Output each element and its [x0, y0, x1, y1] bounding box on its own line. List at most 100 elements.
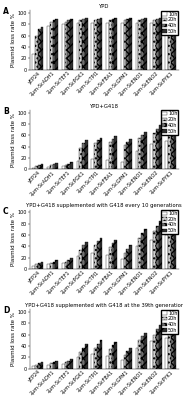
Bar: [50, 263, 53, 269]
Bar: [35, 36, 38, 70]
Bar: [165, 141, 168, 169]
Bar: [76, 23, 79, 70]
Bar: [97, 344, 100, 368]
Title: YPD: YPD: [99, 4, 109, 9]
Bar: [82, 348, 85, 368]
Bar: [35, 264, 38, 269]
Bar: [121, 259, 124, 269]
Bar: [70, 258, 73, 269]
Bar: [124, 146, 126, 169]
Bar: [67, 20, 70, 70]
Bar: [55, 260, 58, 269]
Bar: [153, 231, 156, 269]
Bar: [168, 20, 171, 70]
Bar: [129, 139, 132, 169]
Bar: [94, 348, 97, 368]
Bar: [173, 121, 176, 169]
Bar: [76, 256, 79, 269]
Bar: [124, 20, 126, 70]
Bar: [97, 140, 100, 169]
Bar: [150, 342, 153, 368]
Bar: [82, 19, 85, 70]
Bar: [144, 229, 147, 269]
Bar: [136, 150, 138, 169]
Bar: [82, 143, 85, 169]
Bar: [62, 263, 65, 269]
Bar: [159, 325, 162, 368]
Bar: [144, 18, 147, 70]
Bar: [53, 262, 55, 269]
Bar: [82, 245, 85, 269]
Y-axis label: Plasmid loss rate %: Plasmid loss rate %: [11, 312, 16, 366]
Text: D: D: [3, 306, 9, 315]
Bar: [91, 253, 94, 269]
Legend: 10h, 20h, 40h, 50h: 10h, 20h, 40h, 50h: [161, 210, 178, 234]
Bar: [100, 238, 102, 269]
Y-axis label: Plasmid loss rate %: Plasmid loss rate %: [11, 113, 16, 166]
Bar: [55, 163, 58, 169]
Bar: [55, 19, 58, 70]
Bar: [114, 240, 117, 269]
Bar: [38, 29, 41, 70]
Bar: [156, 128, 159, 169]
Y-axis label: Plasmid loss rate %: Plasmid loss rate %: [11, 212, 16, 266]
Bar: [126, 351, 129, 368]
Bar: [85, 242, 88, 269]
Text: C: C: [3, 206, 8, 216]
Bar: [32, 266, 35, 269]
Bar: [38, 165, 41, 169]
Bar: [126, 248, 129, 269]
Bar: [106, 23, 109, 70]
Bar: [136, 246, 138, 269]
Bar: [165, 23, 168, 70]
Bar: [144, 132, 147, 169]
Bar: [100, 138, 102, 169]
Bar: [136, 348, 138, 368]
Bar: [50, 364, 53, 368]
Bar: [97, 241, 100, 269]
Bar: [55, 361, 58, 368]
Text: B: B: [3, 107, 9, 116]
Bar: [173, 216, 176, 269]
Bar: [79, 20, 82, 70]
Bar: [35, 166, 38, 169]
Bar: [138, 238, 141, 269]
Bar: [70, 19, 73, 70]
Bar: [70, 360, 73, 368]
Bar: [50, 22, 53, 70]
Bar: [67, 164, 70, 169]
Bar: [67, 361, 70, 368]
Bar: [159, 18, 162, 70]
Bar: [121, 360, 124, 368]
Bar: [114, 136, 117, 169]
Bar: [100, 18, 102, 70]
Bar: [112, 139, 114, 169]
Bar: [153, 335, 156, 368]
Bar: [106, 356, 109, 368]
Bar: [171, 125, 173, 169]
Bar: [109, 142, 112, 169]
Bar: [106, 255, 109, 269]
Text: A: A: [3, 7, 9, 16]
Bar: [91, 23, 94, 70]
Bar: [150, 144, 153, 169]
Bar: [65, 165, 67, 169]
Bar: [65, 22, 67, 70]
Bar: [171, 324, 173, 368]
Bar: [168, 226, 171, 269]
Bar: [109, 20, 112, 70]
Bar: [47, 264, 50, 269]
Title: YPD+G418 supplemented with G418 every 10 generations: YPD+G418 supplemented with G418 every 10…: [26, 204, 182, 208]
Bar: [41, 164, 43, 169]
Title: YPD+G418: YPD+G418: [90, 104, 119, 109]
Bar: [79, 250, 82, 269]
Bar: [168, 330, 171, 368]
Bar: [150, 240, 153, 269]
Bar: [100, 340, 102, 368]
Bar: [171, 19, 173, 70]
Bar: [94, 20, 97, 70]
Bar: [126, 19, 129, 70]
Bar: [65, 362, 67, 368]
Bar: [112, 345, 114, 368]
Legend: 10h, 20h, 40h, 50h: 10h, 20h, 40h, 50h: [161, 110, 178, 134]
